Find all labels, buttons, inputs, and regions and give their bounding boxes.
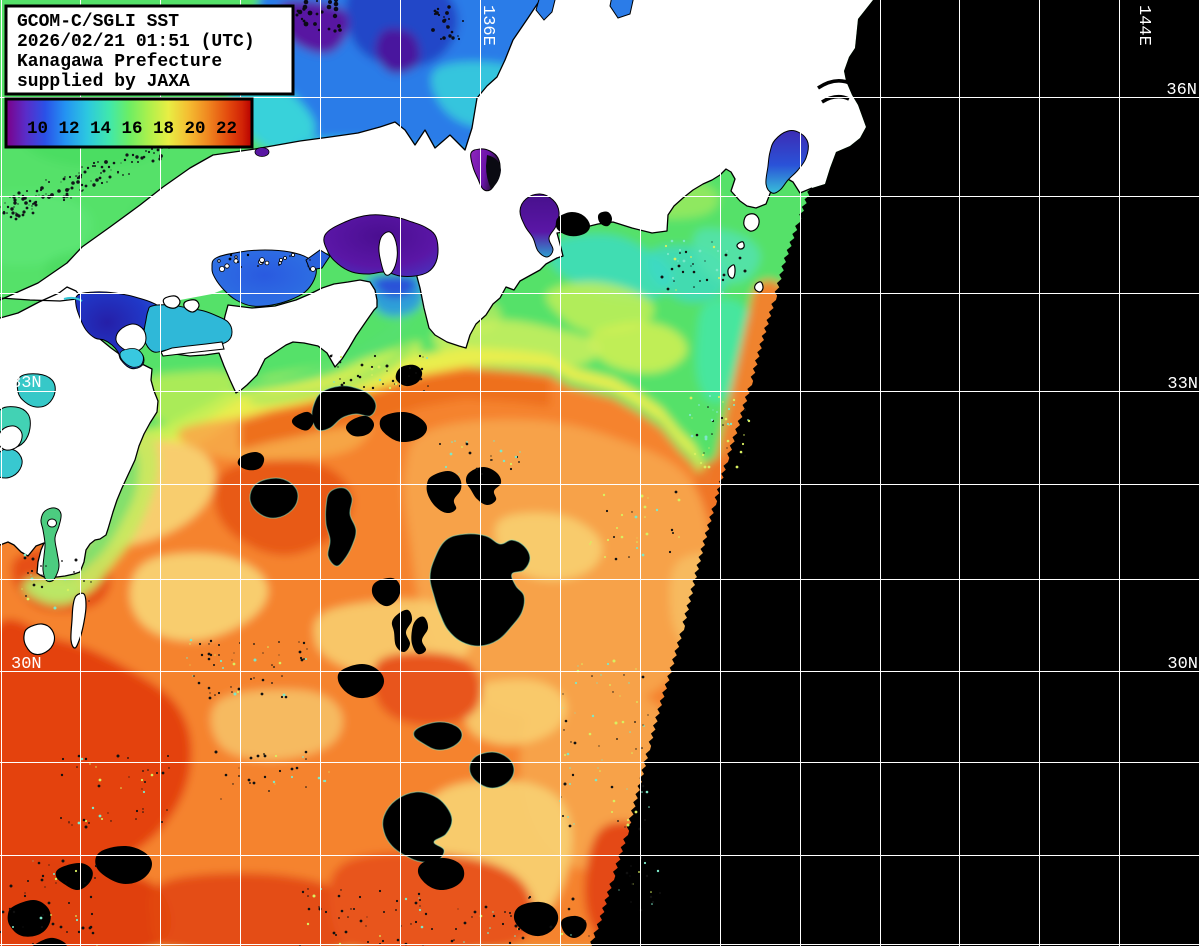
svg-text:10 12 14 16 18 20 22: 10 12 14 16 18 20 22 xyxy=(27,119,237,139)
svg-text:Kanagawa Prefecture: Kanagawa Prefecture xyxy=(17,52,222,72)
svg-text:33N: 33N xyxy=(11,374,42,393)
svg-text:36N: 36N xyxy=(1166,81,1197,100)
svg-text:GCOM-C/SGLI SST: GCOM-C/SGLI SST xyxy=(17,12,179,32)
svg-text:136E: 136E xyxy=(478,5,497,46)
svg-text:144E: 144E xyxy=(1134,5,1153,46)
svg-text:30N: 30N xyxy=(1167,655,1198,674)
svg-text:2026/02/21 01:51 (UTC): 2026/02/21 01:51 (UTC) xyxy=(17,32,255,52)
svg-text:supplied by JAXA: supplied by JAXA xyxy=(17,72,190,92)
svg-text:30N: 30N xyxy=(11,655,42,674)
svg-text:33N: 33N xyxy=(1167,375,1198,394)
